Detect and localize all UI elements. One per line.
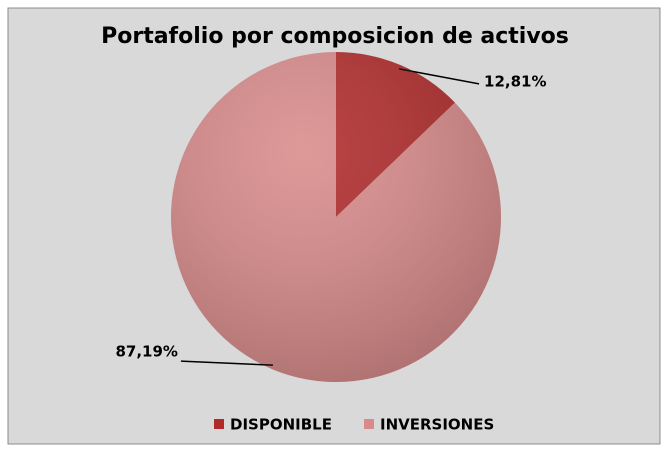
data-label: 12,81% xyxy=(484,72,546,90)
legend-label: DISPONIBLE xyxy=(230,416,332,434)
legend-label: INVERSIONES xyxy=(380,416,494,434)
legend-swatch xyxy=(214,419,224,429)
chart-title: Portafolio por composicion de activos xyxy=(101,24,569,49)
data-label: 87,19% xyxy=(115,343,177,361)
legend-swatch xyxy=(364,419,374,429)
